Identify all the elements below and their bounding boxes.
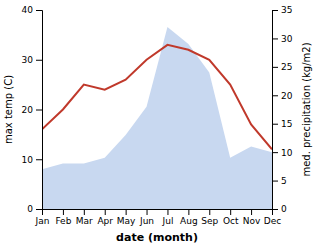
- y-axis-line: [36, 11, 43, 210]
- x-axis: Jan Feb Mar Apr MayJun Jul AugSep Oct NovDec: [35, 209, 282, 226]
- tick-label: Jul: [162, 216, 174, 226]
- tick: 35: [272, 5, 292, 15]
- tick-label: Apr: [97, 216, 113, 226]
- tick-label: Mar: [76, 216, 93, 226]
- tick-mark: [105, 209, 106, 215]
- tick: Sep: [201, 209, 218, 226]
- tick-mark: [272, 181, 278, 182]
- tick-label: 10: [22, 155, 34, 165]
- tick-mark: [188, 209, 189, 215]
- x-axis-line: [43, 210, 273, 216]
- tick: 5: [272, 176, 287, 186]
- tick-mark: [272, 152, 278, 153]
- tick-mark: [36, 110, 42, 111]
- tick-mark: [36, 159, 42, 160]
- tick-label: Nov: [243, 216, 261, 226]
- temperature-line: [42, 45, 272, 149]
- tick: Aug: [180, 209, 198, 226]
- tick: 10: [272, 148, 293, 158]
- tick: Jan: [35, 209, 50, 226]
- tick: 30: [272, 34, 293, 44]
- tick-label: May: [117, 216, 136, 226]
- tick: 20: [22, 105, 42, 115]
- tick-label: 10: [281, 148, 293, 158]
- tick: Feb: [55, 209, 71, 226]
- tick-mark: [36, 60, 42, 61]
- tick: May: [117, 209, 136, 226]
- tick-mark: [272, 10, 278, 11]
- tick-label: Oct: [223, 216, 239, 226]
- tick-label: 20: [281, 91, 293, 101]
- tick-mark: [126, 209, 127, 215]
- tick-mark: [63, 209, 64, 215]
- tick-label: 25: [281, 62, 292, 72]
- x-axis-title: date (month): [116, 231, 198, 244]
- tick: Jun: [139, 209, 154, 226]
- tick-label: Dec: [264, 216, 281, 226]
- y2-axis: 0 5 10 15 20 25 30 35: [272, 5, 293, 214]
- tick-mark: [147, 209, 148, 215]
- tick-mark: [272, 209, 278, 210]
- tick: 15: [272, 119, 292, 129]
- tick: Mar: [76, 209, 93, 226]
- tick-mark: [230, 209, 231, 215]
- tick: Dec: [264, 209, 281, 226]
- tick-mark: [272, 124, 278, 125]
- tick: 0: [272, 204, 287, 214]
- tick: Jul: [162, 209, 174, 226]
- tick-label: 30: [22, 55, 34, 65]
- tick-mark: [272, 38, 278, 39]
- plot: JanFebMarAprMayJunJulAugSepOctNovDec0102…: [22, 5, 293, 226]
- tick-label: Aug: [180, 216, 198, 226]
- tick-mark: [209, 209, 210, 215]
- y2-axis-title: med. precipitation (kg/m2): [301, 42, 312, 176]
- tick: 30: [22, 55, 42, 65]
- y2-axis-line: [273, 11, 279, 210]
- tick-label: Jan: [35, 216, 50, 226]
- precipitation-area: [42, 27, 272, 209]
- y-axis-title: max temp (C): [3, 75, 14, 144]
- tick-mark: [251, 209, 252, 215]
- tick-label: Feb: [55, 216, 71, 226]
- tick: Nov: [243, 209, 261, 226]
- tick: 20: [272, 91, 293, 101]
- tick: 25: [272, 62, 292, 72]
- tick-mark: [36, 10, 42, 11]
- tick-label: 15: [281, 119, 292, 129]
- tick-label: 0: [27, 204, 33, 214]
- tick-mark: [272, 95, 278, 96]
- tick-mark: [167, 209, 168, 215]
- tick: Oct: [223, 209, 239, 226]
- tick-label: 0: [281, 204, 287, 214]
- tick-mark: [84, 209, 85, 215]
- tick-mark: [272, 67, 278, 68]
- tick-label: 40: [22, 5, 34, 15]
- tick: 40: [22, 5, 42, 15]
- tick: Apr: [97, 209, 113, 226]
- tick: 0: [27, 204, 42, 214]
- tick-label: 5: [281, 176, 287, 186]
- chart: JanFebMarAprMayJunJulAugSepOctNovDec0102…: [0, 0, 318, 247]
- tick-label: Jun: [139, 216, 154, 226]
- tick-mark: [36, 209, 42, 210]
- tick-label: 20: [22, 105, 34, 115]
- marks: [42, 27, 272, 209]
- tick-label: 35: [281, 5, 292, 15]
- tick-label: 30: [281, 34, 293, 44]
- tick: 10: [22, 155, 42, 165]
- tick-label: Sep: [201, 216, 218, 226]
- y-axis: 0 10 20 30 40: [22, 5, 43, 214]
